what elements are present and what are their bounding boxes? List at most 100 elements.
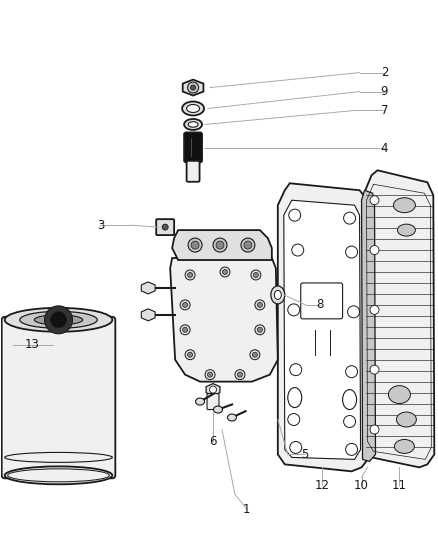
Text: 6: 6 <box>209 435 217 448</box>
Circle shape <box>241 238 255 252</box>
Polygon shape <box>364 171 434 467</box>
Circle shape <box>343 212 356 224</box>
Polygon shape <box>361 190 375 462</box>
Circle shape <box>250 350 260 360</box>
Circle shape <box>252 352 258 357</box>
Ellipse shape <box>227 414 237 421</box>
Circle shape <box>162 224 168 230</box>
Circle shape <box>209 386 216 393</box>
Ellipse shape <box>5 466 112 484</box>
Circle shape <box>348 306 360 318</box>
Ellipse shape <box>343 390 357 409</box>
Circle shape <box>50 312 67 328</box>
Circle shape <box>370 365 379 374</box>
Circle shape <box>180 325 190 335</box>
Text: 13: 13 <box>25 338 40 351</box>
Circle shape <box>251 270 261 280</box>
Circle shape <box>185 270 195 280</box>
Ellipse shape <box>288 387 302 408</box>
Circle shape <box>187 82 198 93</box>
Circle shape <box>370 305 379 314</box>
Text: 12: 12 <box>314 479 329 492</box>
Ellipse shape <box>274 290 281 300</box>
Circle shape <box>185 350 195 360</box>
FancyBboxPatch shape <box>2 317 115 478</box>
Circle shape <box>346 366 357 378</box>
Polygon shape <box>284 200 360 459</box>
Polygon shape <box>172 230 272 260</box>
Ellipse shape <box>196 398 205 405</box>
Polygon shape <box>278 183 371 471</box>
Polygon shape <box>206 384 220 395</box>
FancyBboxPatch shape <box>301 283 343 319</box>
Ellipse shape <box>213 406 223 413</box>
Circle shape <box>208 372 212 377</box>
Ellipse shape <box>20 311 97 328</box>
Ellipse shape <box>397 224 415 236</box>
Circle shape <box>258 302 262 308</box>
Text: 2: 2 <box>381 66 388 79</box>
Circle shape <box>288 414 300 425</box>
Ellipse shape <box>395 439 414 454</box>
Circle shape <box>346 246 357 258</box>
Circle shape <box>290 441 302 454</box>
Polygon shape <box>141 282 155 294</box>
Ellipse shape <box>184 119 202 130</box>
Circle shape <box>216 241 224 249</box>
Circle shape <box>370 196 379 205</box>
Text: 3: 3 <box>97 219 104 232</box>
Ellipse shape <box>8 469 110 482</box>
Circle shape <box>187 352 193 357</box>
Text: 11: 11 <box>392 479 407 492</box>
Circle shape <box>205 370 215 379</box>
Ellipse shape <box>271 286 285 304</box>
Polygon shape <box>141 309 155 321</box>
Circle shape <box>346 443 357 455</box>
Circle shape <box>191 241 199 249</box>
FancyBboxPatch shape <box>184 132 202 163</box>
Circle shape <box>244 241 252 249</box>
FancyBboxPatch shape <box>156 219 174 235</box>
Circle shape <box>180 300 190 310</box>
Circle shape <box>235 370 245 379</box>
Ellipse shape <box>182 101 204 116</box>
Text: 10: 10 <box>354 479 369 492</box>
FancyBboxPatch shape <box>187 161 200 182</box>
Polygon shape <box>183 79 203 95</box>
Text: 8: 8 <box>316 298 323 311</box>
Circle shape <box>220 267 230 277</box>
Circle shape <box>289 209 301 221</box>
Ellipse shape <box>34 315 83 325</box>
Ellipse shape <box>187 104 200 112</box>
Circle shape <box>343 416 356 427</box>
Text: 1: 1 <box>243 503 251 516</box>
Circle shape <box>188 238 202 252</box>
Text: 7: 7 <box>381 104 388 117</box>
Circle shape <box>292 244 304 256</box>
Text: 5: 5 <box>301 448 308 461</box>
Circle shape <box>290 364 302 376</box>
Ellipse shape <box>393 198 415 213</box>
Circle shape <box>288 304 300 316</box>
Circle shape <box>183 302 187 308</box>
FancyBboxPatch shape <box>207 393 219 409</box>
Polygon shape <box>170 258 278 382</box>
Text: 9: 9 <box>381 85 388 98</box>
Circle shape <box>258 327 262 332</box>
Ellipse shape <box>5 308 112 332</box>
Ellipse shape <box>389 385 410 403</box>
Text: 4: 4 <box>381 142 388 155</box>
Circle shape <box>187 272 193 278</box>
Circle shape <box>370 246 379 255</box>
Circle shape <box>191 85 196 90</box>
Circle shape <box>183 327 187 332</box>
Circle shape <box>237 372 242 377</box>
Circle shape <box>255 325 265 335</box>
Ellipse shape <box>188 122 198 127</box>
Circle shape <box>223 270 227 274</box>
Circle shape <box>45 306 72 334</box>
Circle shape <box>370 425 379 434</box>
Circle shape <box>254 272 258 278</box>
Circle shape <box>213 238 227 252</box>
Ellipse shape <box>396 412 417 427</box>
